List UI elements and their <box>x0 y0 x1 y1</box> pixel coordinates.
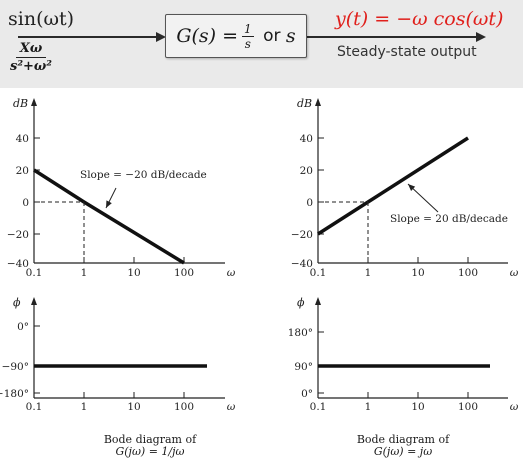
left-caption-line2: G(jω) = 1/jω <box>115 445 185 458</box>
left_mag-x-tick-label: 100 <box>174 267 194 279</box>
right_phase-y-tick-label: 90° <box>294 361 313 373</box>
right_mag-x-tick-label: 100 <box>458 267 478 279</box>
output-label: Steady-state output <box>337 44 477 60</box>
right_phase-axis-unit: ϕ <box>297 296 305 309</box>
right_mag-y-tick-label: 20 <box>300 165 313 177</box>
left_mag-axis-unit: dB <box>13 97 28 110</box>
right_mag-y-tick-label: −20 <box>291 229 313 241</box>
left_mag-x-tick-label: 10 <box>127 267 140 279</box>
right_phase-x-axis-symbol: ω <box>510 401 519 413</box>
signal-arrows <box>18 32 486 42</box>
right-caption-line1: Bode diagram of <box>356 433 450 446</box>
right_mag-x-axis-symbol: ω <box>510 267 519 279</box>
left-caption: Bode diagram of G(jω) = 1/jω <box>60 434 240 458</box>
right_mag-y-tick-label: 40 <box>300 133 313 145</box>
input-transform: Xω s²+ω² <box>10 42 52 73</box>
right_phase-y-axis-arrow <box>315 297 321 305</box>
right_mag-x-tick-label: 1 <box>365 267 372 279</box>
right_mag-y-tick-label: −40 <box>291 258 313 270</box>
right_mag-axis-unit: dB <box>297 97 312 110</box>
right_mag-slope-annotation: Slope = 20 dB/decade <box>390 213 508 225</box>
transfer-function-alt: s <box>285 25 296 47</box>
right_mag-y-tick-label: 0 <box>306 197 313 209</box>
left_phase-axis-unit: ϕ <box>13 296 21 309</box>
transfer-function-prefix: G(s) = <box>176 25 239 47</box>
left_mag-slope-annotation: Slope = −20 dB/decade <box>80 169 207 181</box>
right_mag-x-tick-label: 0.1 <box>310 267 327 279</box>
left_mag-y-tick-label: −40 <box>7 258 29 270</box>
transfer-function-or: or <box>257 26 286 46</box>
transfer-function-numerator: 1 <box>242 21 254 37</box>
transfer-function-block: G(s) = 1 s or s <box>165 14 307 58</box>
output-arrowhead <box>476 32 486 42</box>
left_mag-y-tick-label: 40 <box>16 133 29 145</box>
right_phase-x-tick-label: 10 <box>411 401 424 413</box>
left_phase-y-axis-arrow <box>31 297 37 305</box>
left_phase-y-tick-label: −180° <box>0 388 29 400</box>
right-caption-line2: G(jω) = jω <box>373 445 433 458</box>
left_mag-annotation-arrowhead <box>106 200 112 208</box>
input-transform-numerator: Xω <box>15 42 47 58</box>
left_phase-x-tick-label: 100 <box>174 401 194 413</box>
left_mag-x-tick-label: 1 <box>81 267 88 279</box>
output-signal: y(t) = −ω cos(ωt) <box>335 8 504 30</box>
left-caption-line1: Bode diagram of <box>103 433 197 446</box>
right_phase-y-tick-label: 180° <box>288 327 313 339</box>
left_mag-series-line <box>33 168 185 265</box>
left_mag-x-axis-symbol: ω <box>227 267 236 279</box>
right_phase-x-tick-label: 1 <box>365 401 372 413</box>
transfer-function-denominator: s <box>244 36 251 51</box>
left_phase-y-tick-label: −90° <box>2 361 29 373</box>
left_phase-y-tick-label: 0° <box>17 321 29 333</box>
right_phase-y-tick-label: 0° <box>301 388 313 400</box>
right_mag-annotation-arrowhead <box>408 184 416 191</box>
left_mag-y-tick-label: 0 <box>22 197 29 209</box>
right_phase-x-tick-label: 0.1 <box>310 401 327 413</box>
left_phase-x-tick-label: 1 <box>81 401 88 413</box>
right_mag-y-axis-arrow <box>315 98 321 106</box>
right-caption: Bode diagram of G(jω) = jω <box>313 434 493 458</box>
left_mag-y-tick-label: 20 <box>16 165 29 177</box>
left_phase-x-tick-label: 10 <box>127 401 140 413</box>
right_mag-x-tick-label: 10 <box>411 267 424 279</box>
left_mag-y-axis-arrow <box>31 98 37 106</box>
left_mag-y-tick-label: −20 <box>7 229 29 241</box>
input-signal: sin(ωt) <box>8 8 75 30</box>
left_phase-x-tick-label: 0.1 <box>26 401 43 413</box>
input-transform-denominator: s²+ω² <box>10 59 52 74</box>
right_phase-x-tick-label: 100 <box>458 401 478 413</box>
left_phase-x-axis-symbol: ω <box>227 401 236 413</box>
input-arrowhead <box>156 32 166 42</box>
left_mag-x-tick-label: 0.1 <box>26 267 43 279</box>
